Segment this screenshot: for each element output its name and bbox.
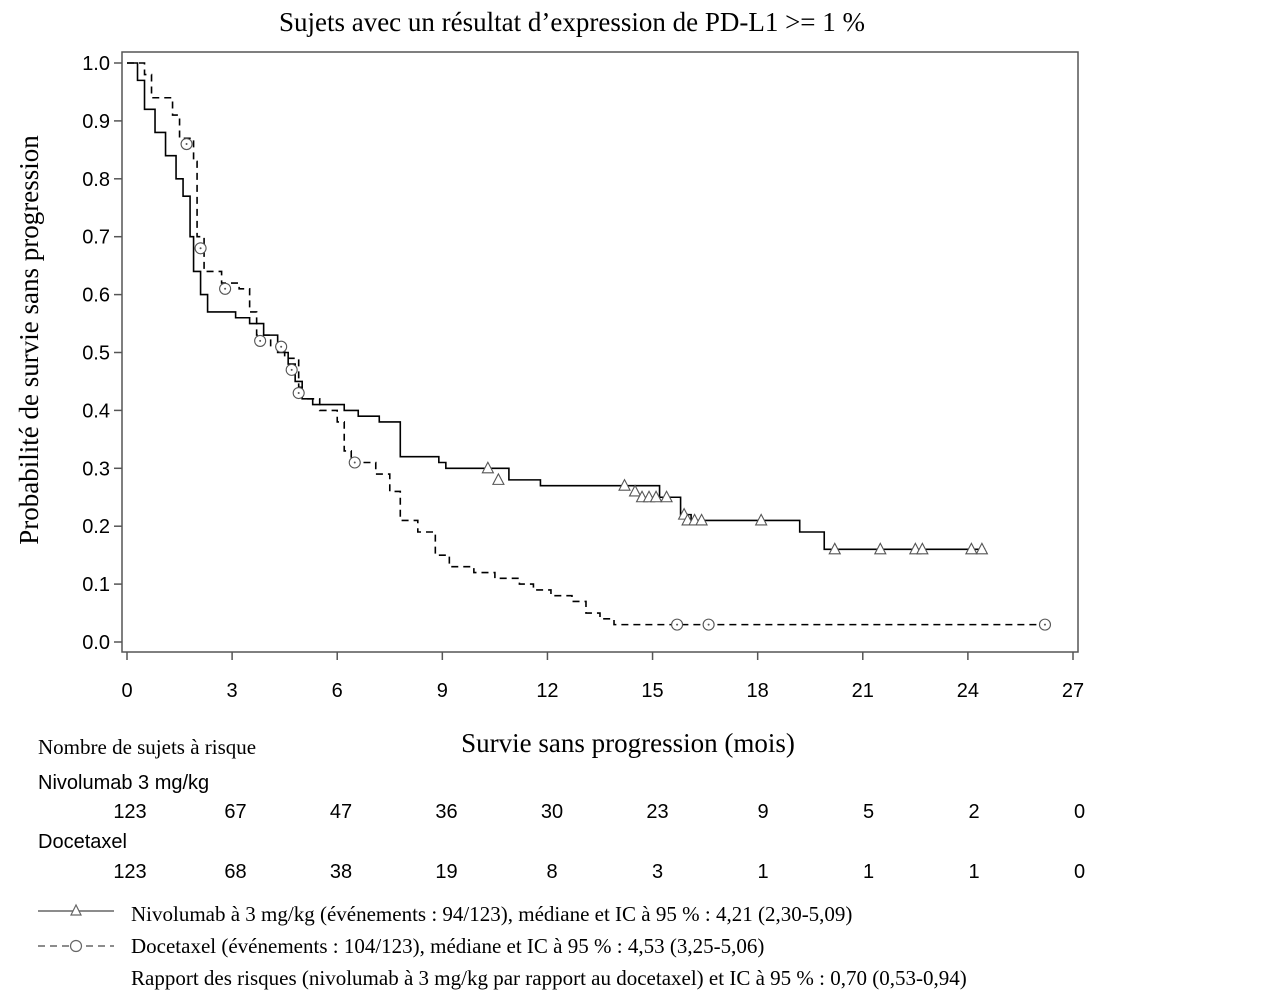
legend-nivolumab: Nivolumab à 3 mg/kg (événements : 94/123… xyxy=(131,902,852,926)
y-tick-label: 0.2 xyxy=(82,516,110,538)
risk-value: 23 xyxy=(646,801,668,823)
censor-dot-docetaxel xyxy=(297,392,300,395)
censor-dot-docetaxel xyxy=(185,143,188,146)
risk-value: 2 xyxy=(968,801,979,823)
risk-value: 1 xyxy=(863,861,874,883)
y-tick-label: 1.0 xyxy=(82,53,110,75)
risk-row-label-docetaxel: Docetaxel xyxy=(38,831,127,853)
risk-value: 9 xyxy=(757,801,768,823)
risk-value: 67 xyxy=(224,801,246,823)
legend: Nivolumab à 3 mg/kg (événements : 94/123… xyxy=(38,902,967,990)
censor-dot-docetaxel xyxy=(290,368,293,371)
risk-values: 123 67 47 36 30 23 9 5 2 0 123 68 38 19 8 3 1 1 1 0 xyxy=(113,801,1085,883)
y-tick-label: 0.1 xyxy=(82,574,110,596)
y-tick-label: 0.7 xyxy=(82,227,110,249)
circle-icon xyxy=(69,939,83,953)
y-tick-label: 0.4 xyxy=(82,400,110,422)
x-tick-label: 12 xyxy=(536,680,558,702)
risk-value: 0 xyxy=(1074,861,1085,883)
risk-value: 47 xyxy=(330,801,352,823)
censor-dot-docetaxel xyxy=(353,461,356,464)
risk-value: 68 xyxy=(224,861,246,883)
risk-value: 123 xyxy=(113,861,146,883)
x-tick-label: 15 xyxy=(641,680,663,702)
censor-mark-nivolumab xyxy=(481,461,495,474)
censor-dot-docetaxel xyxy=(1043,623,1046,626)
censor-dot-docetaxel xyxy=(259,339,262,342)
x-tick-label: 24 xyxy=(957,680,979,702)
axes: 0 3 6 9 12 15 18 21 24 27 0.0 0.1 0.2 0.3 0.4 0.5 0.6 0.7… xyxy=(82,53,1084,702)
y-tick-label: 0.9 xyxy=(82,111,110,133)
censor-dot-docetaxel xyxy=(199,247,202,250)
risk-value: 5 xyxy=(863,801,874,823)
legend-docetaxel: Docetaxel (événements : 104/123), médian… xyxy=(131,934,764,958)
plot-frame xyxy=(121,51,1079,653)
censor-mark-nivolumab xyxy=(649,490,663,503)
x-axis-label: Survie sans progression (mois) xyxy=(461,728,795,758)
censor-dot-docetaxel xyxy=(676,623,679,626)
y-tick-label: 0.0 xyxy=(82,632,110,654)
risk-value: 8 xyxy=(546,861,557,883)
censor-dot-docetaxel xyxy=(224,287,227,290)
x-tick-label: 6 xyxy=(332,680,343,702)
chart-title: Sujets avec un résultat d’expression de … xyxy=(279,7,865,37)
risk-row-label-nivolumab: Nivolumab 3 mg/kg xyxy=(38,772,209,794)
y-axis-label: Probabilité de survie sans progression xyxy=(14,135,44,545)
x-tick-label: 0 xyxy=(121,680,132,702)
triangle-icon xyxy=(70,903,82,916)
risk-value: 0 xyxy=(1074,801,1085,823)
censor-mark-nivolumab xyxy=(660,490,673,503)
risk-value: 19 xyxy=(435,861,457,883)
censor-dot-docetaxel xyxy=(707,623,710,626)
censor-mark-nivolumab xyxy=(628,484,642,497)
x-tick-label: 9 xyxy=(437,680,448,702)
x-tick-label: 27 xyxy=(1062,680,1084,702)
censor-mark-nivolumab xyxy=(754,513,768,526)
x-tick-label: 3 xyxy=(227,680,238,702)
censor-mark-nivolumab xyxy=(964,542,978,555)
curves xyxy=(127,62,1052,631)
risk-value: 1 xyxy=(757,861,768,883)
risk-value: 38 xyxy=(330,861,352,883)
x-tick-label: 21 xyxy=(852,680,874,702)
censor-mark-nivolumab xyxy=(828,542,842,555)
censor-mark-nivolumab xyxy=(695,513,709,526)
risk-value: 30 xyxy=(541,801,563,823)
risk-value: 123 xyxy=(113,801,146,823)
y-tick-label: 0.3 xyxy=(82,458,110,480)
y-tick-label: 0.5 xyxy=(82,343,110,365)
censor-mark-nivolumab xyxy=(491,472,505,485)
y-tick-label: 0.8 xyxy=(82,169,110,191)
censor-dot-docetaxel xyxy=(280,345,283,348)
y-tick-label: 0.6 xyxy=(82,285,110,307)
series-line-nivolumab xyxy=(127,62,986,551)
censor-mark-nivolumab xyxy=(618,478,631,491)
risk-value: 1 xyxy=(968,861,979,883)
risk-table-title: Nombre de sujets à risque xyxy=(38,735,256,759)
censor-mark-nivolumab xyxy=(975,542,989,555)
risk-value: 3 xyxy=(652,861,663,883)
series-line-docetaxel xyxy=(127,62,1049,626)
risk-value: 36 xyxy=(435,801,457,823)
censor-mark-nivolumab xyxy=(915,542,929,555)
legend-hazard-ratio: Rapport des risques (nivolumab à 3 mg/kg… xyxy=(131,966,967,990)
censor-mark-nivolumab xyxy=(873,542,887,555)
x-tick-label: 18 xyxy=(747,680,769,702)
